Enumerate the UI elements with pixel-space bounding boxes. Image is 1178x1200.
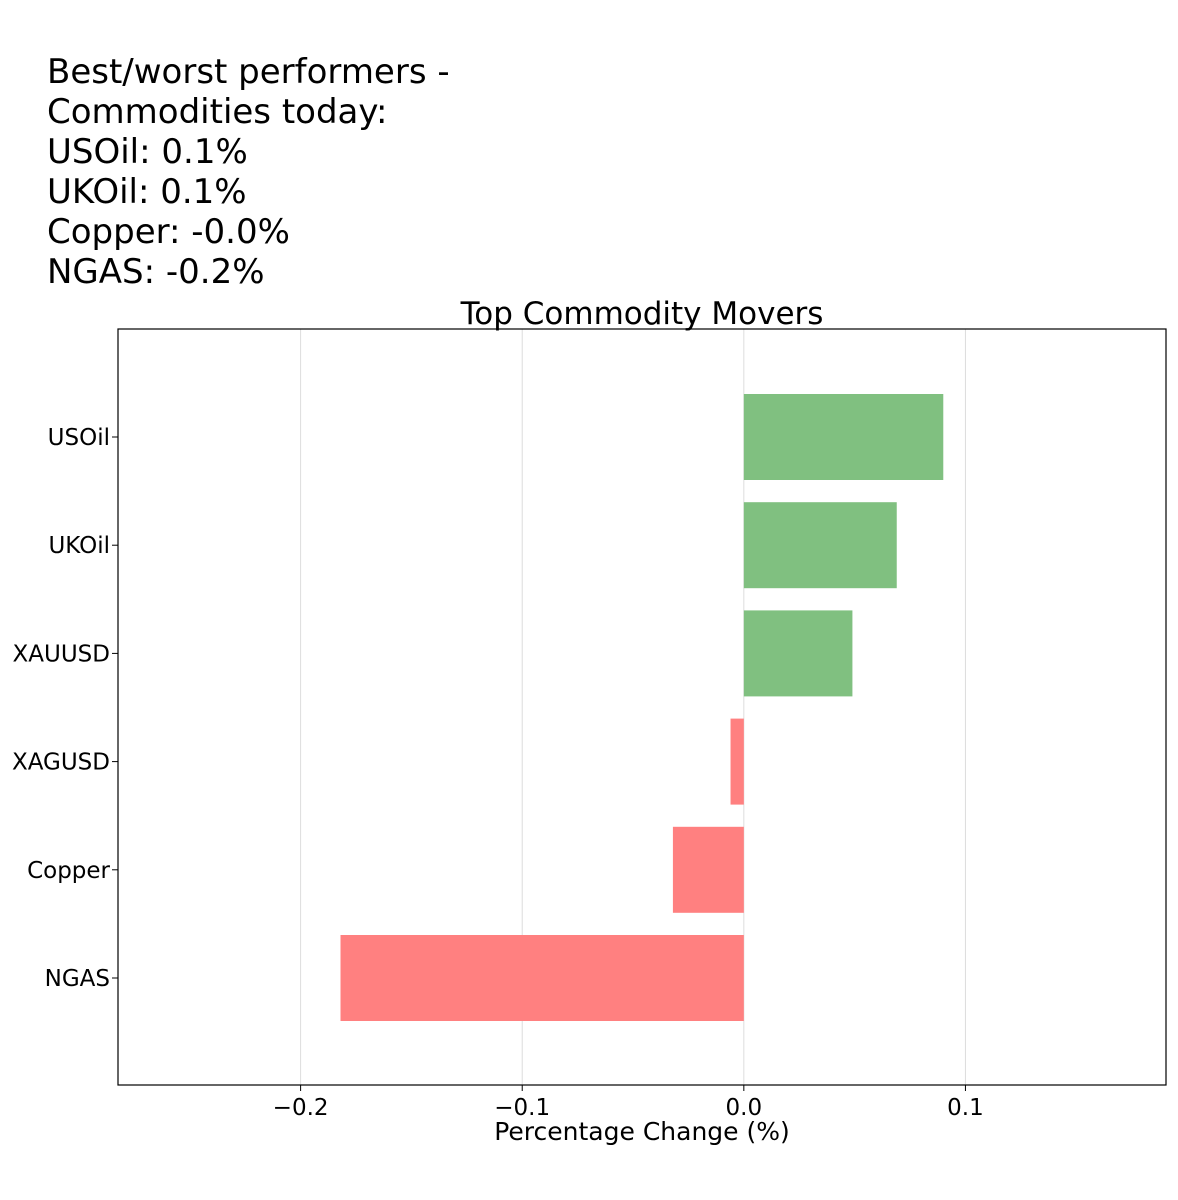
y-tick-label: USOil xyxy=(48,425,110,451)
y-tick-label: XAUUSD xyxy=(13,641,110,667)
x-tick-label: 0.0 xyxy=(726,1095,763,1121)
y-tick-label: UKOil xyxy=(48,533,110,559)
summary-line: Commodities today: xyxy=(47,92,388,132)
bar-usoil xyxy=(743,394,944,480)
x-axis-label: Percentage Change (%) xyxy=(494,1117,790,1146)
y-tick-label: Copper xyxy=(27,858,110,884)
chart-title: Top Commodity Movers xyxy=(460,296,824,332)
bar-copper xyxy=(672,826,744,913)
x-tick-label: 0.1 xyxy=(947,1095,984,1121)
plot-frame xyxy=(117,328,1167,1086)
bars xyxy=(340,394,944,1021)
y-tick-label: XAGUSD xyxy=(12,750,110,776)
summary-line: Copper: -0.0% xyxy=(47,212,290,252)
bar-ukoil xyxy=(743,502,897,589)
ticks: −0.2 −0.1 0.0 0.1 USOil UKOil XAUUSD XAGUSD Copp… xyxy=(12,425,984,1121)
summary-line: UKOil: 0.1% xyxy=(47,172,247,212)
bar-xagusd xyxy=(730,718,744,805)
summary-line: Best/worst performers - xyxy=(47,52,450,92)
bar-xauusd xyxy=(743,610,853,697)
x-tick-label: −0.2 xyxy=(273,1095,329,1121)
summary-line: NGAS: -0.2% xyxy=(47,252,265,292)
summary-line: USOil: 0.1% xyxy=(47,132,248,172)
x-tick-label: −0.1 xyxy=(494,1095,550,1121)
y-tick-label: NGAS xyxy=(45,966,110,992)
summary-text: Best/worst performers - Commodities toda… xyxy=(47,52,450,292)
bar-ngas xyxy=(340,935,744,1021)
